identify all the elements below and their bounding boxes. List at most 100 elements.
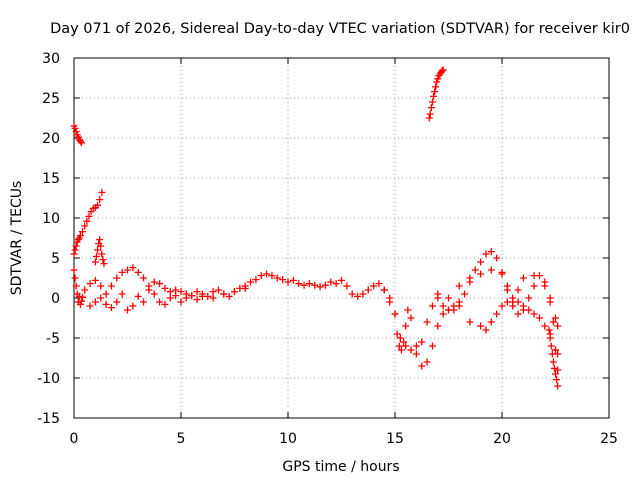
data-point	[393, 330, 401, 338]
data-point	[140, 298, 148, 306]
data-point	[118, 268, 126, 276]
data-point	[466, 274, 474, 282]
y-tick-label: 30	[42, 51, 60, 67]
x-tick-labels: 0 5 10 15 20 25	[70, 431, 618, 447]
data-point	[552, 346, 559, 354]
data-point	[79, 228, 87, 236]
data-point	[550, 364, 558, 372]
data-point	[321, 281, 329, 289]
data-point	[98, 250, 106, 258]
series-burst-16-17h	[425, 66, 447, 122]
data-point	[71, 124, 79, 132]
x-tick-label: 0	[70, 431, 79, 447]
data-point	[482, 326, 490, 334]
data-point	[553, 376, 561, 384]
data-point	[428, 302, 436, 310]
data-point	[554, 382, 562, 390]
series-afternoon-a	[434, 248, 562, 358]
data-point	[412, 350, 420, 358]
data-point	[72, 282, 80, 290]
data-point	[477, 258, 485, 266]
series-early-high	[70, 122, 85, 147]
data-point	[407, 314, 415, 322]
y-tick-label: -10	[37, 371, 60, 387]
data-point	[487, 266, 495, 274]
data-point	[263, 270, 271, 278]
data-point	[268, 272, 276, 280]
data-point	[418, 338, 426, 346]
data-point	[107, 282, 115, 290]
data-point	[166, 294, 174, 302]
data-point	[150, 278, 158, 286]
series-afternoon-b	[445, 266, 562, 330]
data-point	[546, 298, 554, 306]
series-early-spikes	[70, 266, 87, 308]
data-point	[97, 282, 105, 290]
data-point	[493, 310, 501, 318]
data-point	[509, 302, 517, 310]
data-point	[102, 290, 110, 298]
data-point	[79, 293, 87, 301]
data-point	[525, 294, 533, 302]
data-points	[70, 66, 562, 390]
data-point	[214, 286, 222, 294]
data-point	[252, 276, 260, 284]
data-point	[364, 286, 372, 294]
data-point	[386, 298, 394, 306]
data-point	[530, 310, 538, 318]
x-axis-label: GPS time / hours	[282, 459, 399, 475]
data-point	[76, 232, 84, 240]
y-tick-label: 15	[42, 171, 60, 187]
data-point	[72, 128, 80, 136]
data-point	[118, 290, 126, 298]
data-point	[113, 274, 121, 282]
data-point	[193, 296, 201, 304]
data-point	[428, 342, 436, 350]
data-point	[370, 282, 378, 290]
data-point	[247, 278, 255, 286]
y-tick-label: -15	[37, 411, 60, 427]
axis-ticks	[73, 57, 610, 419]
data-point	[145, 286, 153, 294]
data-point	[514, 286, 522, 294]
data-point	[94, 201, 102, 209]
series-afternoon-c	[466, 272, 562, 374]
data-point	[395, 342, 403, 350]
data-point	[273, 274, 281, 282]
y-axis-label: SDTVAR / TECUs	[9, 181, 25, 296]
chart-title: Day 071 of 2026, Sidereal Day-to-day VTE…	[50, 21, 630, 37]
data-point	[519, 274, 527, 282]
data-point	[72, 242, 80, 250]
y-tick-label: 10	[42, 211, 60, 227]
data-point	[85, 212, 93, 220]
data-point	[209, 294, 217, 302]
data-point	[129, 264, 137, 272]
data-point	[402, 342, 410, 350]
data-point	[300, 281, 308, 289]
data-point	[418, 362, 426, 370]
data-point	[445, 294, 452, 302]
data-point	[172, 292, 180, 300]
data-point	[198, 292, 206, 300]
data-point	[407, 346, 415, 354]
data-point	[97, 294, 105, 302]
data-point	[92, 252, 100, 260]
data-point	[107, 304, 115, 312]
data-point	[74, 236, 82, 244]
data-point	[113, 298, 121, 306]
data-point	[439, 302, 447, 310]
data-point	[430, 92, 438, 100]
data-point	[71, 274, 79, 282]
data-point	[150, 290, 158, 298]
data-point	[327, 278, 335, 286]
data-point	[498, 268, 506, 276]
x-tick-label: 5	[177, 431, 186, 447]
data-point	[482, 250, 490, 258]
x-tick-label: 15	[386, 431, 404, 447]
data-point	[311, 281, 319, 289]
data-point	[76, 137, 84, 145]
data-point	[99, 256, 107, 264]
data-point	[124, 306, 131, 314]
data-point	[91, 276, 99, 284]
data-point	[81, 222, 89, 230]
